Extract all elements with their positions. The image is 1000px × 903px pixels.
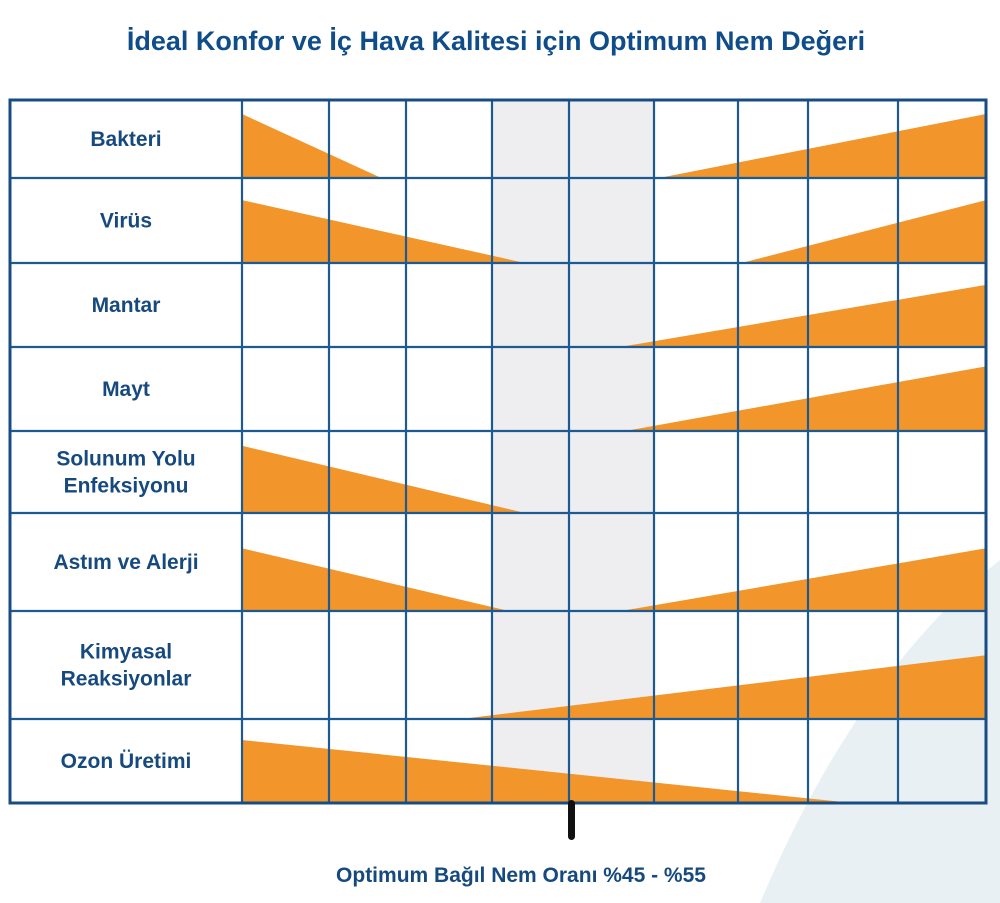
row-label: Mantar — [92, 294, 161, 317]
row-label-line: Ozon Üretimi — [61, 750, 192, 773]
risk-triangle-low — [242, 548, 509, 611]
x-axis-label: Optimum Bağıl Nem Oranı %45 - %55 — [336, 864, 706, 887]
chart-title: İdeal Konfor ve İç Hava Kalitesi için Op… — [127, 26, 865, 56]
row-label-line: Kimyasal — [80, 641, 172, 664]
row-label-line: Virüs — [100, 210, 152, 233]
risk-triangle-high — [461, 655, 986, 719]
row-label: Astım ve Alerji — [53, 551, 198, 574]
row-label: Kimyasal Reaksiyonlar — [61, 641, 192, 691]
risk-triangle-high — [625, 366, 986, 431]
risk-triangle-low — [242, 740, 853, 803]
optimum-marker — [568, 800, 575, 840]
risk-triangle-low — [242, 114, 382, 178]
row-label: Mayt — [102, 378, 150, 401]
row-label-line: Mantar — [92, 294, 161, 317]
background-swoosh — [760, 560, 1000, 903]
row-label: Ozon Üretimi — [61, 750, 192, 773]
row-label-line: Mayt — [102, 378, 150, 401]
row-label-line: Solunum Yolu — [56, 448, 195, 471]
risk-triangle-high — [620, 548, 986, 611]
optimum-band — [492, 100, 654, 803]
row-label-line: Enfeksiyonu — [64, 475, 189, 498]
risk-triangle-high — [620, 284, 986, 347]
row-label: Solunum Yolu Enfeksiyonu — [56, 448, 195, 498]
grid-border — [8, 98, 988, 805]
risk-triangle-high — [741, 200, 986, 263]
risk-triangle-low — [242, 445, 526, 513]
row-label: Virüs — [100, 210, 152, 233]
risk-triangle-high — [659, 114, 986, 178]
row-label-line: Bakteri — [90, 128, 161, 151]
risk-triangle-low — [242, 200, 526, 263]
row-label: Bakteri — [90, 128, 161, 151]
row-label-line: Astım ve Alerji — [53, 551, 198, 574]
row-label-line: Reaksiyonlar — [61, 668, 192, 691]
